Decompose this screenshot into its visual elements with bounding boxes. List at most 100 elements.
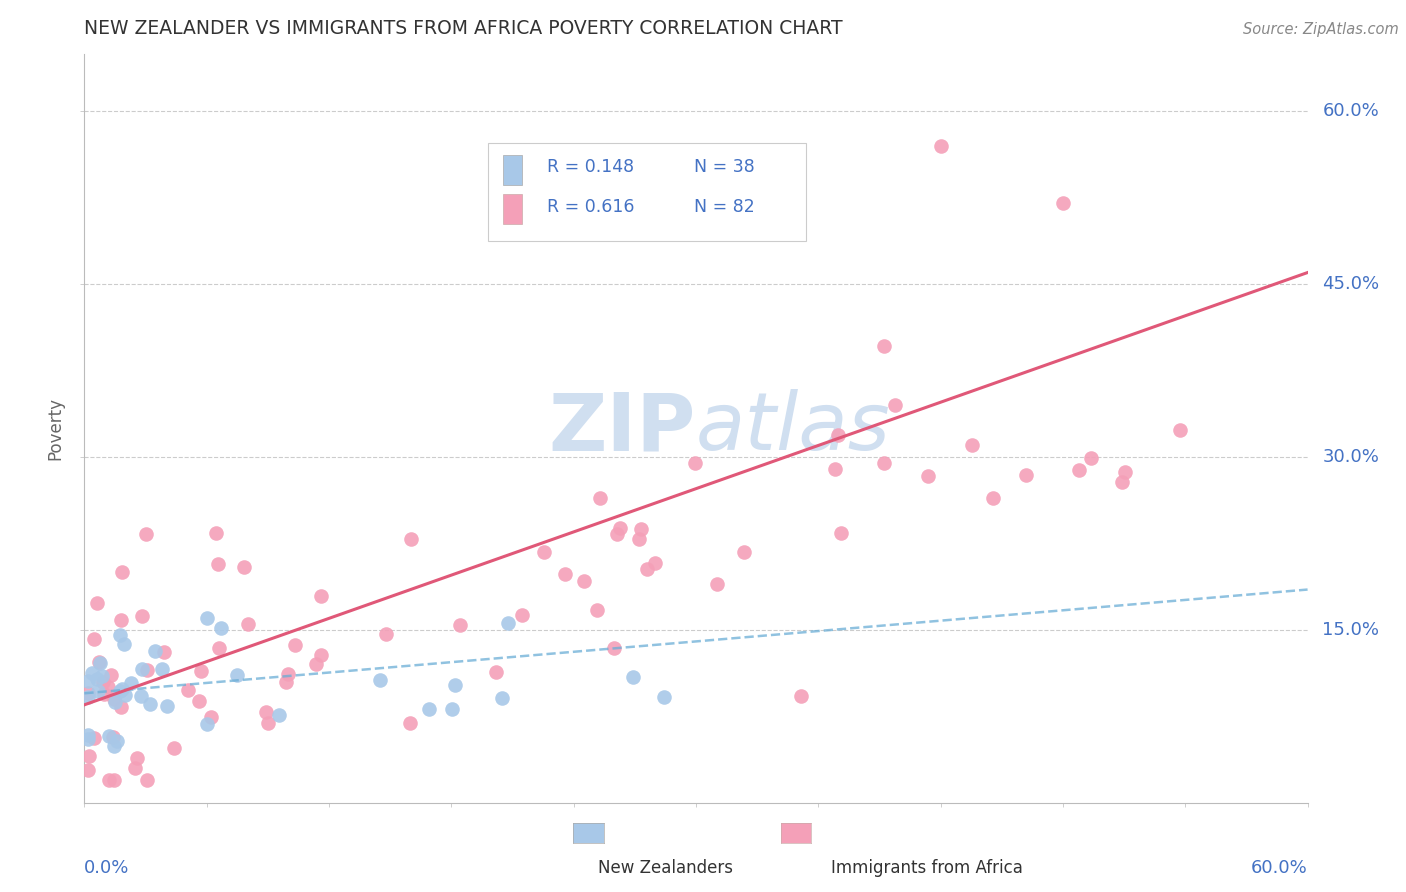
Point bbox=[112, 637, 135, 651]
Point bbox=[86, 673, 108, 687]
Point bbox=[143, 643, 166, 657]
Text: 15.0%: 15.0% bbox=[1322, 621, 1379, 639]
Point bbox=[1015, 467, 1038, 482]
Text: Source: ZipAtlas.com: Source: ZipAtlas.com bbox=[1243, 22, 1399, 37]
Point bbox=[136, 772, 159, 787]
Point bbox=[77, 690, 100, 704]
Point bbox=[827, 427, 849, 442]
Point bbox=[103, 692, 125, 706]
Point bbox=[636, 562, 658, 576]
Point bbox=[311, 648, 333, 662]
Point bbox=[873, 456, 896, 470]
Point bbox=[77, 673, 100, 688]
Point bbox=[554, 566, 576, 581]
Text: R = 0.148: R = 0.148 bbox=[547, 159, 634, 177]
Point bbox=[652, 690, 675, 704]
Point bbox=[129, 689, 152, 703]
Point bbox=[91, 675, 114, 690]
Point bbox=[630, 522, 652, 536]
Point bbox=[1111, 475, 1133, 490]
Point bbox=[110, 700, 132, 714]
Point bbox=[89, 656, 111, 670]
Point bbox=[872, 339, 894, 353]
Point bbox=[111, 566, 134, 580]
Point bbox=[139, 698, 162, 712]
Bar bbox=[503, 154, 522, 185]
Point bbox=[131, 662, 153, 676]
Point bbox=[104, 694, 127, 708]
Point bbox=[233, 560, 256, 574]
Point bbox=[1067, 463, 1090, 477]
Point bbox=[485, 665, 508, 680]
Point bbox=[1168, 423, 1191, 437]
Point bbox=[205, 525, 228, 540]
Point bbox=[929, 138, 952, 153]
Point bbox=[90, 669, 112, 683]
Point bbox=[150, 662, 173, 676]
Point bbox=[97, 729, 120, 743]
Point bbox=[586, 603, 609, 617]
Text: N = 38: N = 38 bbox=[693, 159, 754, 177]
Point bbox=[917, 469, 939, 483]
Point bbox=[309, 590, 332, 604]
Point bbox=[195, 717, 218, 731]
Point bbox=[609, 521, 631, 535]
Point bbox=[603, 640, 626, 655]
Point bbox=[830, 525, 852, 540]
Point bbox=[1114, 465, 1136, 479]
Point bbox=[103, 772, 125, 787]
Point bbox=[77, 763, 100, 777]
Point bbox=[512, 607, 534, 622]
Point bbox=[589, 491, 612, 505]
Point bbox=[100, 668, 122, 682]
Point bbox=[125, 751, 148, 765]
Text: N = 82: N = 82 bbox=[693, 198, 754, 216]
Point bbox=[83, 632, 105, 647]
Point bbox=[606, 526, 628, 541]
Point bbox=[207, 557, 229, 571]
Point bbox=[77, 749, 100, 764]
Point bbox=[77, 686, 100, 700]
Point bbox=[124, 761, 146, 775]
Point bbox=[533, 545, 555, 559]
Point bbox=[267, 708, 290, 723]
Point bbox=[111, 681, 134, 696]
Point bbox=[209, 621, 232, 635]
Text: atlas: atlas bbox=[696, 389, 891, 467]
Point bbox=[644, 556, 666, 570]
Point bbox=[368, 673, 391, 687]
Point bbox=[93, 688, 115, 702]
Point bbox=[103, 739, 125, 753]
Point bbox=[97, 680, 120, 694]
Point bbox=[98, 772, 121, 787]
FancyBboxPatch shape bbox=[488, 144, 806, 241]
Point bbox=[884, 398, 907, 412]
Point bbox=[685, 456, 707, 470]
Point bbox=[399, 715, 422, 730]
Point bbox=[441, 702, 464, 716]
Point bbox=[103, 731, 125, 745]
Point bbox=[274, 675, 297, 690]
Text: Immigrants from Africa: Immigrants from Africa bbox=[831, 859, 1022, 877]
Point bbox=[399, 532, 422, 546]
Point bbox=[110, 613, 132, 627]
Point bbox=[135, 526, 157, 541]
Point bbox=[114, 688, 136, 702]
Point bbox=[200, 710, 222, 724]
Y-axis label: Poverty: Poverty bbox=[46, 397, 65, 459]
Text: 0.0%: 0.0% bbox=[84, 859, 129, 877]
Point bbox=[108, 628, 131, 642]
Point bbox=[226, 667, 249, 681]
Point bbox=[77, 732, 100, 747]
Point bbox=[574, 574, 596, 588]
Text: 45.0%: 45.0% bbox=[1322, 275, 1379, 293]
Point bbox=[131, 608, 153, 623]
Point bbox=[627, 532, 650, 546]
Point bbox=[176, 682, 198, 697]
Point bbox=[86, 596, 108, 610]
Point bbox=[621, 669, 644, 683]
Point bbox=[277, 667, 299, 681]
Point bbox=[89, 656, 111, 670]
Point bbox=[236, 617, 259, 632]
Point bbox=[733, 545, 755, 559]
